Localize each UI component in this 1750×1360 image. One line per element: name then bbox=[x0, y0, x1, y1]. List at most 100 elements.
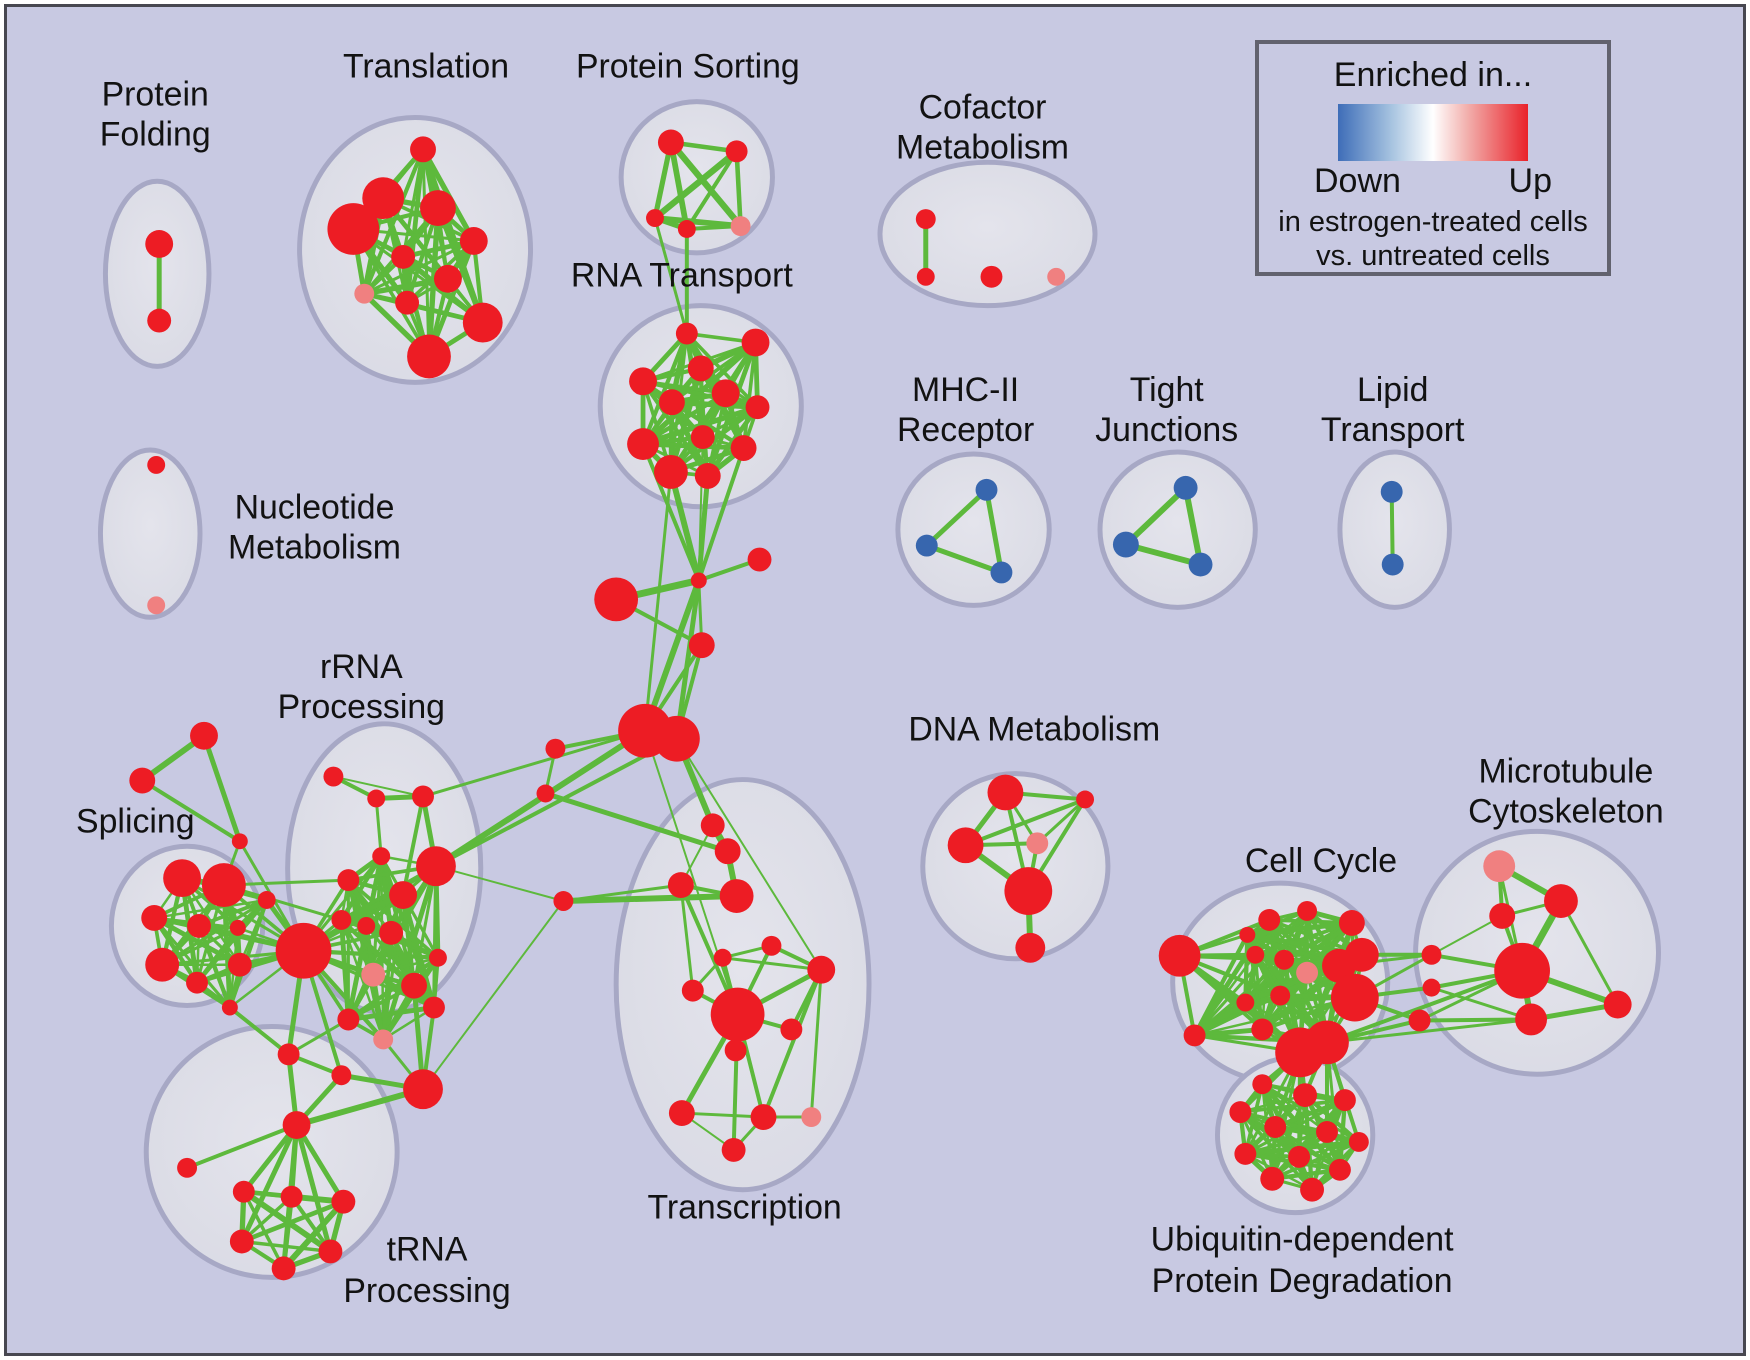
node-TH[interactable] bbox=[282, 1111, 311, 1139]
node-J2[interactable] bbox=[747, 547, 772, 572]
node-D1[interactable] bbox=[987, 774, 1024, 811]
node-PF2[interactable] bbox=[147, 308, 172, 333]
node-PF1[interactable] bbox=[145, 230, 174, 258]
node-SPH[interactable] bbox=[275, 922, 332, 979]
node-TR15[interactable] bbox=[721, 1137, 746, 1162]
node-TR13[interactable] bbox=[750, 1104, 777, 1130]
node-CC15[interactable] bbox=[1183, 1024, 1206, 1047]
node-MT2[interactable] bbox=[1489, 903, 1516, 929]
node-TR1[interactable] bbox=[700, 813, 725, 838]
node-M1[interactable] bbox=[975, 478, 998, 501]
node-B1[interactable] bbox=[594, 577, 639, 622]
node-T2[interactable] bbox=[362, 177, 405, 220]
node-TW2[interactable] bbox=[653, 715, 700, 762]
node-CC4[interactable] bbox=[1246, 945, 1265, 964]
node-TN6[interactable] bbox=[271, 1256, 296, 1281]
node-S1[interactable] bbox=[545, 738, 566, 759]
node-TJ1[interactable] bbox=[1173, 475, 1198, 500]
node-R2[interactable] bbox=[741, 328, 770, 357]
node-U8[interactable] bbox=[1234, 1142, 1257, 1165]
node-SP4[interactable] bbox=[187, 913, 211, 938]
node-M3[interactable] bbox=[990, 561, 1013, 584]
node-R4[interactable] bbox=[629, 367, 657, 396]
node-PS3[interactable] bbox=[646, 209, 664, 228]
node-TA3[interactable] bbox=[231, 833, 248, 850]
node-U7[interactable] bbox=[1348, 1131, 1369, 1152]
node-U11[interactable] bbox=[1260, 1166, 1285, 1191]
node-SP6[interactable] bbox=[145, 947, 180, 982]
node-TN1[interactable] bbox=[232, 1180, 255, 1203]
node-TR9[interactable] bbox=[681, 979, 704, 1002]
node-N2[interactable] bbox=[147, 596, 166, 615]
node-T10[interactable] bbox=[462, 302, 503, 343]
node-TJ2[interactable] bbox=[1112, 531, 1139, 558]
node-CC5[interactable] bbox=[1274, 949, 1295, 970]
node-SP1[interactable] bbox=[163, 859, 202, 898]
node-SP5[interactable] bbox=[229, 919, 246, 936]
node-PS5[interactable] bbox=[730, 216, 751, 236]
node-M2[interactable] bbox=[915, 534, 938, 557]
node-TR8[interactable] bbox=[807, 955, 836, 984]
node-CF1[interactable] bbox=[915, 209, 936, 230]
node-CC10[interactable] bbox=[1236, 993, 1255, 1012]
node-R3[interactable] bbox=[687, 355, 714, 382]
node-T3[interactable] bbox=[420, 190, 456, 227]
node-T6[interactable] bbox=[391, 244, 416, 269]
node-CC11[interactable] bbox=[1251, 1018, 1274, 1041]
node-CC13[interactable] bbox=[1305, 1020, 1349, 1065]
node-SP9[interactable] bbox=[257, 891, 276, 909]
node-CC6[interactable] bbox=[1296, 961, 1319, 984]
node-D3[interactable] bbox=[1076, 790, 1095, 809]
node-U10[interactable] bbox=[1328, 1158, 1351, 1181]
node-TJ3[interactable] bbox=[1188, 552, 1213, 577]
node-TRH[interactable] bbox=[710, 987, 765, 1042]
node-R7[interactable] bbox=[745, 395, 770, 420]
node-R8[interactable] bbox=[627, 428, 659, 460]
node-T11[interactable] bbox=[407, 334, 451, 379]
node-SP2[interactable] bbox=[202, 863, 246, 907]
node-CCH[interactable] bbox=[1158, 934, 1201, 977]
node-SP10[interactable] bbox=[221, 999, 238, 1016]
node-JM2[interactable] bbox=[1422, 978, 1441, 997]
node-T4[interactable] bbox=[327, 203, 380, 255]
node-TR4[interactable] bbox=[719, 879, 754, 913]
node-JM1[interactable] bbox=[1421, 944, 1442, 965]
node-S2[interactable] bbox=[536, 784, 555, 803]
node-CF3[interactable] bbox=[980, 265, 1003, 288]
node-PS4[interactable] bbox=[677, 220, 696, 238]
node-CC16[interactable] bbox=[1239, 926, 1256, 943]
node-TN5[interactable] bbox=[318, 1239, 343, 1264]
node-T8[interactable] bbox=[354, 283, 375, 304]
node-MT4[interactable] bbox=[1515, 1003, 1548, 1036]
node-RR6[interactable] bbox=[416, 846, 456, 887]
node-U12[interactable] bbox=[1300, 1177, 1324, 1202]
node-TR12[interactable] bbox=[668, 1100, 695, 1127]
node-D5[interactable] bbox=[1004, 867, 1053, 915]
node-SP3[interactable] bbox=[141, 904, 168, 931]
node-TR2[interactable] bbox=[714, 838, 741, 865]
node-MT1[interactable] bbox=[1544, 884, 1578, 918]
node-RR14[interactable] bbox=[423, 996, 445, 1019]
node-PS1[interactable] bbox=[657, 129, 684, 156]
node-RR11[interactable] bbox=[428, 948, 447, 967]
node-U6[interactable] bbox=[1316, 1121, 1338, 1143]
node-TL[interactable] bbox=[177, 1157, 198, 1178]
node-R5[interactable] bbox=[658, 389, 685, 416]
node-TR10[interactable] bbox=[780, 1018, 803, 1041]
node-RR2[interactable] bbox=[367, 789, 386, 808]
node-RR12[interactable] bbox=[361, 962, 386, 987]
node-R6[interactable] bbox=[711, 379, 740, 408]
node-RR13[interactable] bbox=[401, 972, 427, 999]
node-PS2[interactable] bbox=[725, 140, 748, 163]
node-U2[interactable] bbox=[1293, 1083, 1318, 1108]
node-R9[interactable] bbox=[690, 425, 715, 450]
node-U4[interactable] bbox=[1229, 1101, 1252, 1124]
node-CC3[interactable] bbox=[1338, 909, 1365, 936]
node-R1[interactable] bbox=[675, 322, 698, 345]
node-TR6[interactable] bbox=[761, 935, 782, 956]
node-TA2[interactable] bbox=[129, 767, 156, 794]
node-CF2[interactable] bbox=[916, 267, 935, 286]
node-RR4[interactable] bbox=[372, 847, 391, 866]
node-T5[interactable] bbox=[459, 227, 488, 255]
node-RR3[interactable] bbox=[412, 785, 434, 808]
